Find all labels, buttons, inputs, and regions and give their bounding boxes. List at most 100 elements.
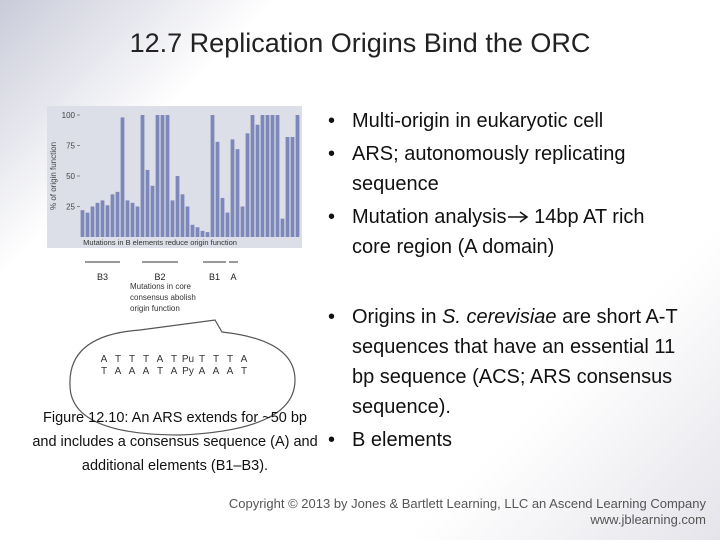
bullet-list: Multi-origin in eukaryotic cell ARS; aut… <box>328 106 683 265</box>
bar <box>175 176 180 237</box>
sequence-letter: T <box>199 354 205 365</box>
copyright: Copyright © 2013 by Jones & Bartlett Lea… <box>228 496 706 511</box>
bar <box>130 202 135 237</box>
y-tick-label: 50 <box>66 172 75 181</box>
y-tick-label: 75 <box>66 142 75 151</box>
slide-title: 12.7 Replication Origins Bind the ORC <box>129 28 591 58</box>
bar <box>155 115 160 237</box>
sequence-letter: T <box>101 366 107 377</box>
bullet-text: Mutation analysis <box>352 206 507 228</box>
bullet-text: Origins in <box>352 306 443 328</box>
bullet-text: ARS; autonomously replicating sequence <box>352 143 626 195</box>
bar <box>110 194 115 237</box>
annotation: consensus abolish <box>130 293 196 302</box>
sequence-letter: A <box>227 366 234 377</box>
bullet: ARS; autonomously replicating sequence <box>328 139 683 199</box>
chart-panel <box>47 106 302 248</box>
bullet: Origins in S. cerevisiae are short A-T s… <box>328 302 683 422</box>
bar <box>275 115 280 237</box>
bar <box>140 115 145 237</box>
bar <box>215 141 220 237</box>
sequence-letter: T <box>227 354 233 365</box>
bar <box>195 227 200 237</box>
bullet-text: S. cerevisiae <box>442 306 557 328</box>
bar <box>185 206 190 237</box>
sequence-letter: A <box>115 366 122 377</box>
sequence-letter: T <box>241 366 247 377</box>
sequence-letter: A <box>199 366 206 377</box>
bar <box>170 200 175 237</box>
bar <box>105 205 110 237</box>
bullet-text: B elements <box>352 429 453 451</box>
bar <box>145 169 150 237</box>
bar <box>285 136 290 237</box>
sequence-letter: T <box>157 366 163 377</box>
bar <box>120 117 125 237</box>
y-tick-label: 100 <box>62 111 76 120</box>
bar <box>205 232 210 237</box>
sequence-letter: A <box>241 354 248 365</box>
bullet-text: 14bp AT rich core region (A domain) <box>352 206 645 258</box>
bar <box>210 115 215 237</box>
bar <box>230 139 235 237</box>
sequence-letter: T <box>129 354 135 365</box>
bar <box>225 212 230 237</box>
figure-caption: Figure 12.10: An ARS extends for ~50 bp … <box>32 410 318 474</box>
bar <box>270 115 275 237</box>
sequence-letter: T <box>213 354 219 365</box>
y-axis-label: % of origin function <box>49 142 58 210</box>
bar <box>190 224 195 237</box>
region-label: B3 <box>97 272 108 282</box>
bar <box>80 210 85 237</box>
annotation: origin function <box>130 304 180 313</box>
x-note: Mutations in B elements reduce origin fu… <box>83 238 237 247</box>
bar <box>165 115 170 237</box>
bar <box>290 136 295 237</box>
bar <box>160 115 165 237</box>
bar <box>100 200 105 237</box>
bullet: B elements <box>328 425 683 455</box>
bar <box>150 185 155 237</box>
sequence-letter: A <box>101 354 108 365</box>
sequence-letter: A <box>157 354 164 365</box>
bar <box>180 194 185 237</box>
bar <box>85 212 90 237</box>
bar <box>95 202 100 237</box>
figure: % of origin function 25 50 75 100 Mutations i… <box>47 106 302 436</box>
bar <box>90 206 95 237</box>
bar <box>200 230 205 237</box>
bar <box>295 115 300 237</box>
region-label: B1 <box>209 272 220 282</box>
sequence-letter: A <box>129 366 136 377</box>
bar <box>280 218 285 237</box>
bullet-text: are short A-T sequences that have an ess… <box>352 306 678 418</box>
bar <box>265 115 270 237</box>
bar <box>245 133 250 237</box>
sequence-letter: Pu <box>182 354 194 365</box>
bar <box>220 197 225 237</box>
bar <box>250 115 255 237</box>
sequence-letter: T <box>143 354 149 365</box>
bar <box>135 206 140 237</box>
callout-bubble <box>69 319 296 436</box>
bar <box>255 124 260 237</box>
bar <box>235 149 240 237</box>
bullet-list: Origins in S. cerevisiae are short A-T s… <box>328 302 683 458</box>
region-label: B2 <box>154 272 165 282</box>
bar <box>260 115 265 237</box>
bar <box>125 200 130 237</box>
sequence-letter: Py <box>182 366 194 377</box>
arrow-icon <box>507 211 528 223</box>
sequence-letter: T <box>115 354 121 365</box>
region-label: A <box>230 272 236 282</box>
sequence-letter: T <box>171 354 177 365</box>
bullet: Mutation analysis 14bp AT rich core regi… <box>328 202 683 262</box>
sequence-letter: A <box>213 366 220 377</box>
annotation: Mutations in core <box>130 282 191 291</box>
y-tick-label: 25 <box>66 203 75 212</box>
sequence-letter: A <box>171 366 178 377</box>
bar <box>240 206 245 237</box>
bullet: Multi-origin in eukaryotic cell <box>328 106 683 136</box>
footer-url: www.jblearning.com <box>590 512 706 527</box>
